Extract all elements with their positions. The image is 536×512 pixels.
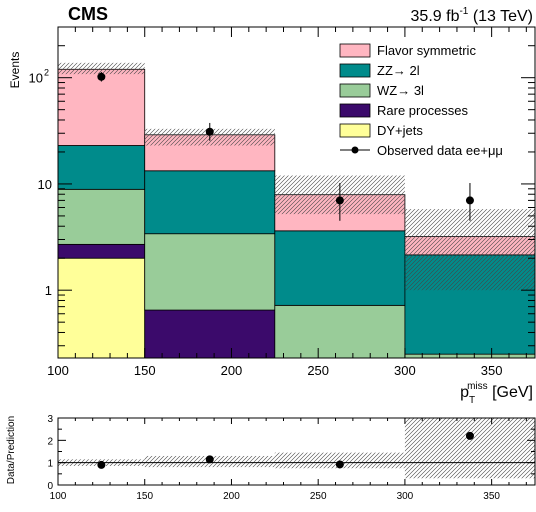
x-tick-label: 250	[307, 363, 329, 378]
ratio-x-tick-label: 250	[310, 491, 327, 502]
ratio-x-tick-label: 200	[223, 491, 240, 502]
bar-segment	[144, 233, 276, 311]
legend-data-marker	[351, 146, 359, 154]
x-axis-label-unit: [GeV]	[488, 384, 533, 401]
energy-label: (13 TeV)	[468, 8, 533, 25]
ratio-plot-panel: 100 150 200 250 300 350 0 1 2 3	[47, 414, 536, 502]
ratio-y-axis-label: Data/Prediction	[6, 416, 17, 484]
x-axis-label-subscript: T	[469, 395, 475, 406]
ratio-point	[97, 460, 106, 469]
data-point	[205, 127, 214, 136]
legend-label: Rare processes	[377, 103, 469, 118]
bar-segment	[404, 353, 536, 359]
bar-segment	[57, 243, 146, 259]
legend: Flavor symmetric ZZ→ 2l WZ→ 3l Rare process…	[339, 43, 503, 158]
y-tick-label: 10	[29, 71, 43, 86]
uncertainty-band	[58, 62, 145, 75]
ratio-y-tick-label: 2	[47, 436, 53, 447]
legend-label: ZZ→ 2l	[377, 63, 420, 78]
ratio-y-tick-label: 1	[47, 459, 53, 470]
ratio-point	[335, 460, 344, 469]
data-point	[465, 196, 474, 205]
x-axis-label: pTmiss [GeV]	[460, 381, 533, 406]
y-tick-label: 10	[38, 177, 52, 192]
luminosity-value: 35.9 fb	[411, 8, 460, 25]
x-axis-label-symbol: p	[460, 384, 469, 401]
bar-segment	[57, 188, 146, 245]
x-tick-label: 350	[481, 363, 503, 378]
luminosity-exponent: -1	[459, 6, 468, 17]
x-tick-label: 150	[134, 363, 156, 378]
ratio-point	[465, 431, 474, 440]
ratio-x-tick-label: 100	[50, 491, 67, 502]
bar-segment	[144, 170, 276, 235]
x-axis-label-superscript: miss	[467, 381, 488, 392]
ratio-uncertainty-band	[274, 452, 405, 469]
legend-label: Observed data ee+μμ	[377, 143, 503, 158]
legend-label: DY+jets	[377, 123, 423, 138]
data-point	[97, 72, 106, 81]
y-axis-label: Events	[8, 52, 22, 89]
bar-segment	[274, 230, 406, 306]
ratio-x-tick-label: 300	[397, 491, 414, 502]
ratio-y-tick-label: 3	[47, 414, 53, 425]
ratio-point	[205, 455, 214, 464]
x-tick-label: 300	[394, 363, 416, 378]
ratio-x-tick-label: 150	[136, 491, 153, 502]
x-tick-label: 200	[221, 363, 243, 378]
data-point	[335, 196, 344, 205]
bar-segment	[57, 68, 146, 146]
ratio-y-tick-label: 0	[47, 481, 53, 492]
bar-segment	[57, 145, 146, 190]
legend-swatch	[339, 43, 371, 58]
bar-segment	[144, 309, 276, 359]
bar-segment	[274, 304, 406, 359]
legend-label: Flavor symmetric	[377, 43, 476, 58]
legend-swatch	[339, 123, 371, 138]
experiment-label: CMS	[68, 4, 108, 24]
legend-label: WZ→ 3l	[377, 83, 424, 98]
luminosity-label: 35.9 fb-1 (13 TeV)	[411, 6, 533, 25]
bar-segment	[57, 257, 146, 359]
y-tick-label-exponent: 2	[44, 68, 49, 78]
uncertainty-band	[404, 209, 535, 291]
ratio-uncertainty-band	[404, 418, 535, 479]
legend-swatch	[339, 63, 371, 78]
x-tick-label: 100	[47, 363, 69, 378]
ratio-x-tick-label: 350	[483, 491, 500, 502]
y-tick-label: 1	[45, 283, 52, 298]
legend-swatch	[339, 83, 371, 98]
plot-frame	[57, 26, 536, 359]
legend-swatch	[339, 103, 371, 118]
